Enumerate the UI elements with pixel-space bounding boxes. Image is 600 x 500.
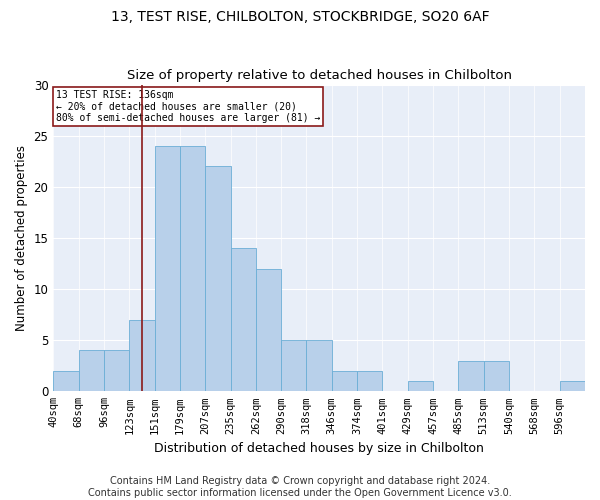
Bar [560, 381, 585, 392]
Title: Size of property relative to detached houses in Chilbolton: Size of property relative to detached ho… [127, 69, 512, 82]
Bar [129, 320, 155, 392]
Bar [281, 340, 307, 392]
Bar [408, 381, 433, 392]
Text: Contains HM Land Registry data © Crown copyright and database right 2024.
Contai: Contains HM Land Registry data © Crown c… [88, 476, 512, 498]
Bar [332, 371, 357, 392]
Text: 13 TEST RISE: 136sqm
← 20% of detached houses are smaller (20)
80% of semi-detac: 13 TEST RISE: 136sqm ← 20% of detached h… [56, 90, 320, 123]
Bar [53, 371, 79, 392]
Bar [307, 340, 332, 392]
Bar [155, 146, 180, 392]
X-axis label: Distribution of detached houses by size in Chilbolton: Distribution of detached houses by size … [154, 442, 484, 455]
Text: 13, TEST RISE, CHILBOLTON, STOCKBRIDGE, SO20 6AF: 13, TEST RISE, CHILBOLTON, STOCKBRIDGE, … [110, 10, 490, 24]
Bar [205, 166, 230, 392]
Bar [484, 360, 509, 392]
Bar [256, 268, 281, 392]
Bar [79, 350, 104, 392]
Y-axis label: Number of detached properties: Number of detached properties [15, 145, 28, 331]
Bar [180, 146, 205, 392]
Bar [230, 248, 256, 392]
Bar [357, 371, 382, 392]
Bar [104, 350, 129, 392]
Bar [458, 360, 484, 392]
